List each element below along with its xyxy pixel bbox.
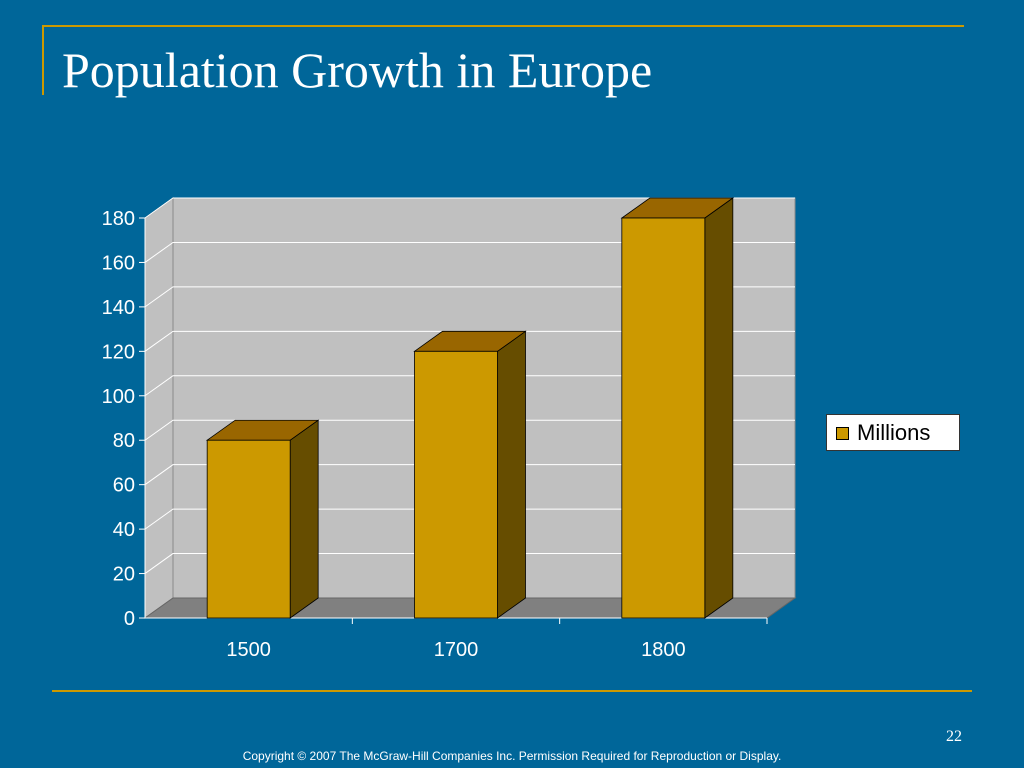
y-tick-label: 100 xyxy=(102,386,135,408)
gridline xyxy=(144,508,795,530)
x-tick-label: 1700 xyxy=(434,639,479,661)
gridline xyxy=(144,464,795,486)
legend-label-millions: Millions xyxy=(857,420,931,445)
x-tick-label: 1800 xyxy=(641,639,686,661)
bar-side xyxy=(704,197,734,619)
bar-side xyxy=(497,330,526,619)
gridline xyxy=(144,553,795,574)
y-tick-label: 80 xyxy=(113,430,135,452)
y-tick-label: 180 xyxy=(102,208,135,230)
bottom-rule xyxy=(52,690,972,692)
gridline xyxy=(144,286,795,308)
y-tick-label: 60 xyxy=(113,475,135,497)
y-tick-label: 40 xyxy=(113,519,135,541)
x-tick-label: 1500 xyxy=(226,639,271,661)
gridline xyxy=(144,419,795,441)
gridline xyxy=(144,375,795,397)
gridline xyxy=(144,330,795,352)
gridline xyxy=(144,241,795,263)
y-tick-label: 160 xyxy=(102,252,135,274)
y-tick-label: 120 xyxy=(102,341,135,363)
copyright-notice: Copyright © 2007 The McGraw-Hill Compani… xyxy=(242,749,782,763)
slide-title: Population Growth in Europe xyxy=(62,42,653,98)
top-frame-line xyxy=(42,25,964,27)
bar-1500 xyxy=(206,439,291,619)
y-tick-label: 20 xyxy=(113,564,135,586)
legend-swatch-millions xyxy=(836,427,849,440)
y-tick-label: 140 xyxy=(102,297,135,319)
page-number: 22 xyxy=(946,728,962,745)
plot-side-wall xyxy=(144,197,174,619)
bar-1700 xyxy=(414,350,498,619)
bar-1800 xyxy=(621,217,706,619)
gridline xyxy=(144,197,795,219)
chart-legend: Millions xyxy=(826,414,960,451)
y-tick-label: 0 xyxy=(124,608,135,630)
left-frame-line xyxy=(42,25,44,95)
bar-side xyxy=(289,419,319,619)
